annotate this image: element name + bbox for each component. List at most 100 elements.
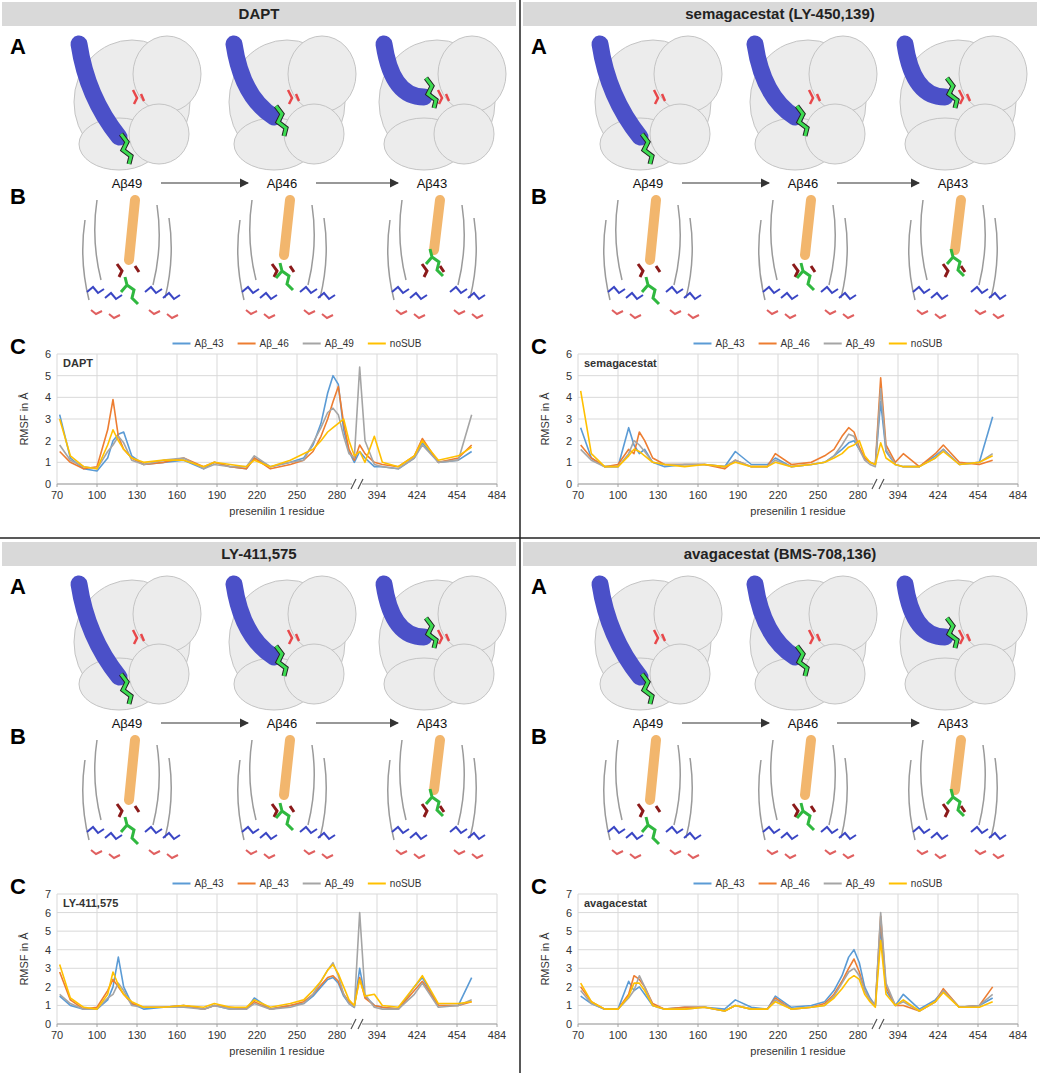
- catalytic-residues: [438, 630, 449, 644]
- residue-sticks: [612, 850, 623, 854]
- substrate-helix: [650, 200, 656, 260]
- panel-title: avagacestat (BMS-708,136): [684, 545, 877, 562]
- grid-line: [578, 1024, 1018, 1025]
- axis-break-gap: [873, 479, 883, 489]
- residue-sticks: [163, 293, 180, 299]
- x-tick-label: 220: [769, 489, 787, 501]
- y-tick-label: 5: [45, 370, 51, 382]
- x-tick-label: 160: [689, 489, 707, 501]
- grid-line: [57, 931, 497, 932]
- series-group: [581, 913, 993, 1011]
- tick-mark: [618, 1024, 619, 1027]
- protein-cartoon: [238, 760, 244, 840]
- panel-letter: C: [10, 874, 26, 899]
- grid-line: [618, 894, 619, 1024]
- axis-break-gap: [873, 1019, 883, 1029]
- residue-sticks: [163, 833, 180, 839]
- x-tick-label: 220: [769, 1029, 787, 1041]
- protein-cartoon: [250, 740, 256, 820]
- protein-surface: [133, 36, 201, 112]
- panel: avagacestat (BMS-708,136)ABCAβ49Aβ46Aβ43…: [523, 542, 1037, 1057]
- grid-line: [57, 419, 497, 420]
- residue-sticks: [666, 827, 683, 833]
- legend-swatch: [172, 343, 190, 345]
- series-group: [60, 913, 472, 1010]
- grid-line: [417, 894, 418, 1024]
- inhibitor-sticks: [797, 646, 807, 676]
- grid-line: [658, 894, 659, 1024]
- stage-label: Aβ49: [112, 716, 143, 731]
- substrate-helix: [755, 584, 795, 657]
- series-line: [60, 419, 472, 469]
- tick-mark: [778, 1024, 779, 1027]
- legend-item: Aβ_49: [303, 338, 355, 349]
- panel-letter: A: [531, 574, 547, 599]
- legend: Aβ_43Aβ_46Aβ_49noSUB: [693, 338, 942, 349]
- inhibitor-sticks: [426, 789, 443, 816]
- residue-sticks: [105, 833, 122, 839]
- y-tick-label: 0: [566, 478, 572, 490]
- inhibitor-sticks: [121, 134, 131, 164]
- panel-letter: C: [531, 334, 547, 359]
- residue-sticks: [630, 314, 641, 318]
- y-tick-label: 1: [45, 456, 51, 468]
- catalytic-residues: [133, 630, 144, 644]
- axis-break-gap: [352, 1019, 362, 1029]
- panel-letter: C: [531, 874, 547, 899]
- panel-letter: B: [10, 724, 26, 749]
- inhibitor-sticks: [797, 106, 807, 136]
- stage-label: Aβ46: [788, 176, 819, 191]
- substrate-helix: [79, 44, 119, 137]
- inhibitor-sticks: [947, 249, 964, 276]
- tick-mark: [337, 1024, 338, 1027]
- panel: LY-411,575ABCAβ49Aβ46Aβ43701001301601902…: [2, 542, 516, 1057]
- title-bar: [523, 542, 1037, 566]
- panel-letter: B: [10, 184, 26, 209]
- tick-mark: [1018, 484, 1019, 487]
- legend-label: noSUB: [390, 878, 422, 889]
- protein-surface: [809, 576, 877, 652]
- legend-item: Aβ_43: [693, 878, 745, 889]
- inhibitor-sticks: [642, 674, 652, 704]
- legend-label: Aβ_49: [325, 338, 355, 349]
- inhibitor-sticks: [121, 134, 131, 164]
- residue-sticks: [468, 833, 485, 839]
- legend: Aβ_43Aβ_43Aβ_49noSUB: [172, 878, 421, 889]
- series-line: [60, 387, 472, 469]
- y-tick-label: 0: [45, 478, 51, 490]
- x-tick-label: 424: [929, 489, 947, 501]
- protein-cartoon: [991, 758, 997, 838]
- residue-sticks: [821, 287, 838, 293]
- tick-mark: [978, 484, 979, 487]
- catalytic-residues: [809, 630, 820, 644]
- x-axis: [578, 484, 1018, 485]
- legend-swatch: [824, 343, 842, 345]
- grid-line: [578, 1005, 1018, 1006]
- residue-sticks: [917, 310, 928, 314]
- protein-surface: [284, 104, 344, 164]
- inhibitor-sticks: [121, 674, 131, 704]
- inhibitor-sticks: [947, 789, 964, 816]
- legend-swatch: [693, 343, 711, 345]
- grid-line: [57, 484, 497, 485]
- tick-mark: [57, 484, 58, 487]
- tick-mark: [618, 484, 619, 487]
- legend-swatch: [368, 883, 386, 885]
- tick-mark: [457, 484, 458, 487]
- protein-cartoon: [153, 745, 159, 825]
- residue-sticks: [109, 854, 120, 858]
- legend-label: noSUB: [911, 878, 943, 889]
- protein-cartoon: [388, 760, 394, 840]
- x-tick-label: 454: [969, 489, 987, 501]
- protein-surface: [288, 576, 356, 652]
- stage-label: Aβ46: [267, 716, 298, 731]
- title-bar: [2, 542, 516, 566]
- tick-mark: [497, 484, 498, 487]
- x-tick-label: 280: [849, 489, 867, 501]
- inhibitor-sticks: [947, 618, 957, 648]
- series-line: [581, 940, 993, 1011]
- protein-cartoon: [674, 205, 680, 285]
- x-tick-label: 160: [689, 1029, 707, 1041]
- chart: 7010013016019022025028039442445448401234…: [18, 878, 506, 1057]
- residue-sticks: [684, 833, 701, 839]
